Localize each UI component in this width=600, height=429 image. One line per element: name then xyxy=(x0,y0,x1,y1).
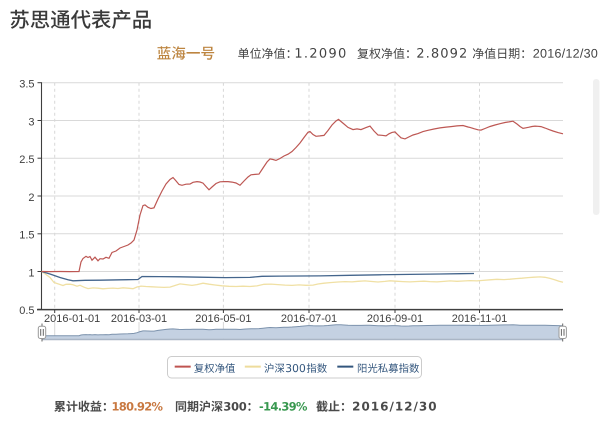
svg-text:1: 1 xyxy=(28,267,34,279)
svg-text:2: 2 xyxy=(28,192,34,204)
svg-text:1.5: 1.5 xyxy=(19,230,34,242)
svg-text:2016-01-01: 2016-01-01 xyxy=(44,313,100,325)
svg-text:2016-07-01: 2016-07-01 xyxy=(281,313,337,325)
svg-text:2016-11-01: 2016-11-01 xyxy=(452,313,507,325)
svg-text:2016-09-01: 2016-09-01 xyxy=(367,313,423,325)
svg-text:0.5: 0.5 xyxy=(19,305,34,317)
svg-text:2016-05-01: 2016-05-01 xyxy=(195,313,251,325)
svg-text:3.5: 3.5 xyxy=(19,79,34,91)
svg-text:3: 3 xyxy=(28,116,34,128)
svg-text:2016-03-01: 2016-03-01 xyxy=(111,313,167,325)
svg-text:2.5: 2.5 xyxy=(19,154,34,166)
